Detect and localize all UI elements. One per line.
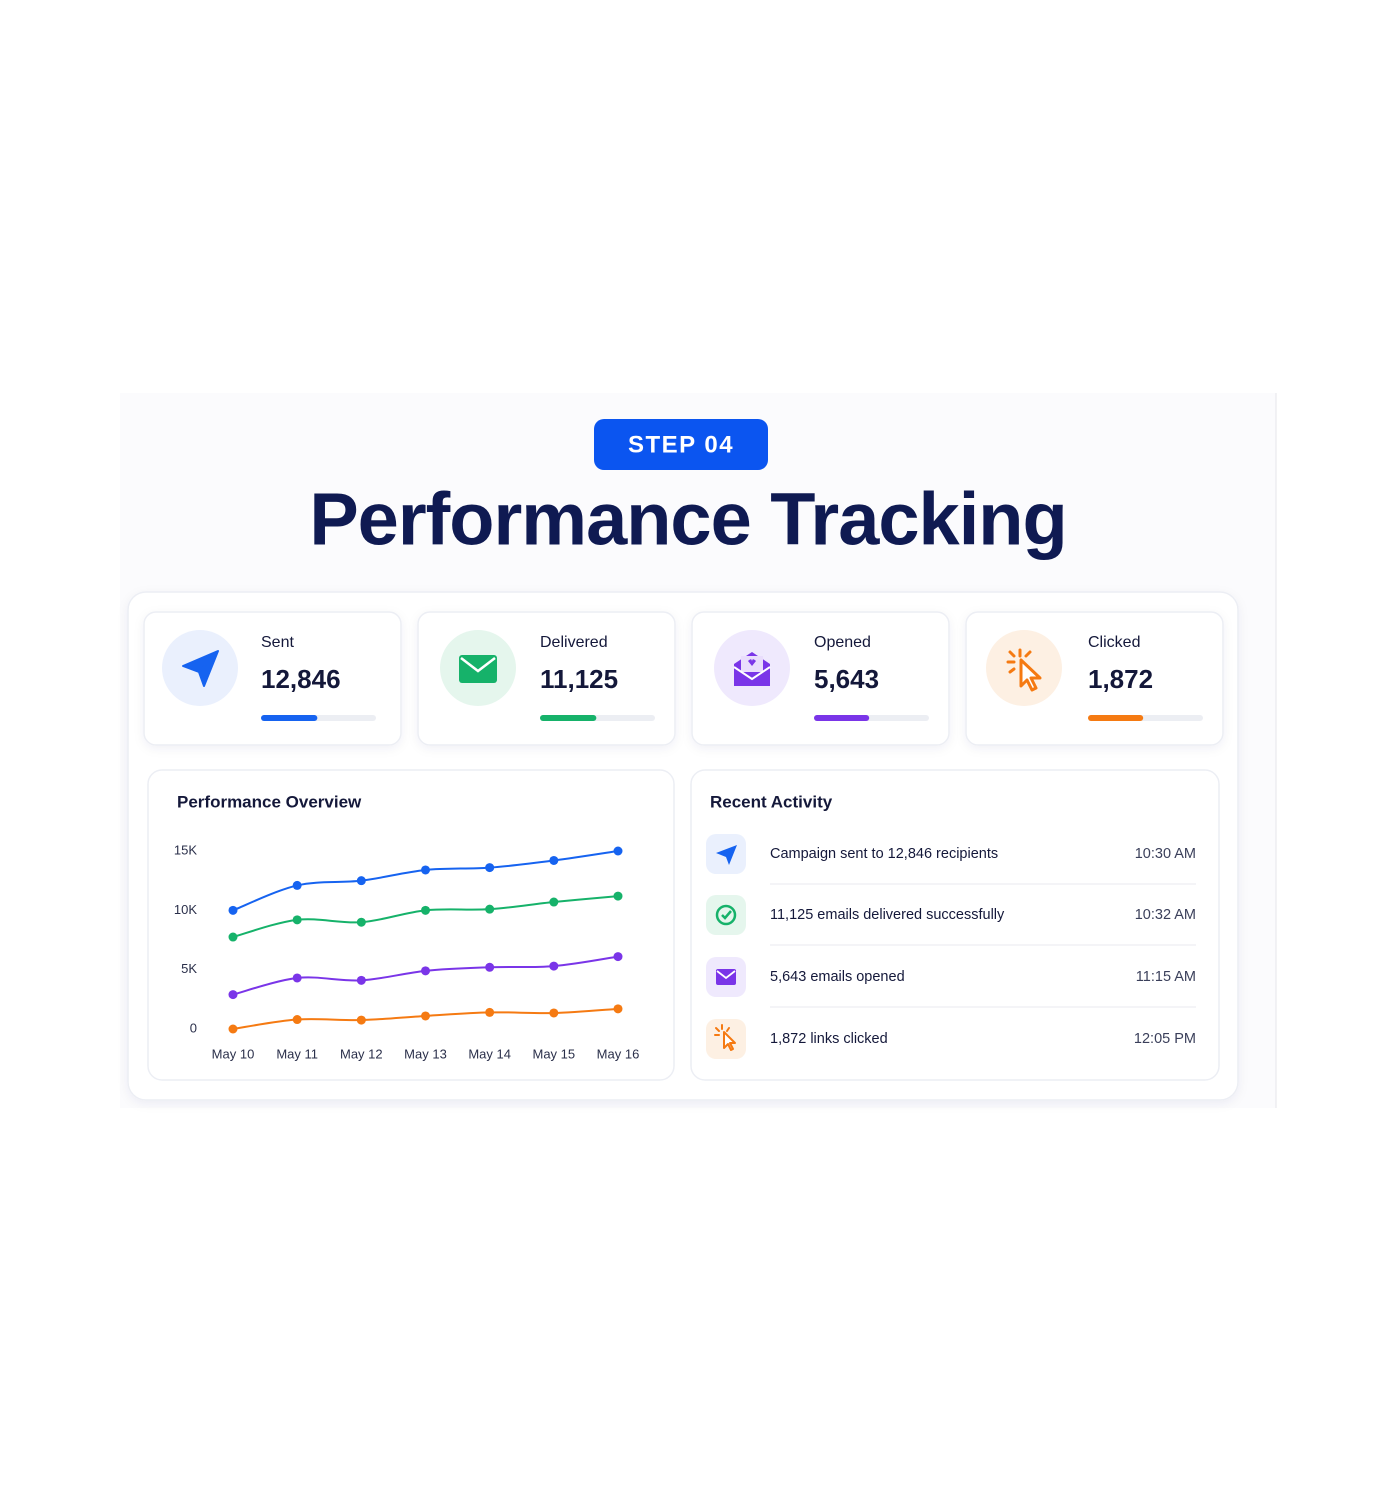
activity-time: 12:05 PM	[1134, 1031, 1196, 1047]
y-tick-label: 15K	[174, 842, 197, 857]
data-point	[356, 975, 366, 985]
data-point	[356, 917, 366, 927]
data-point	[549, 961, 559, 971]
data-point	[421, 1011, 430, 1021]
stat-value: 12,846	[261, 664, 341, 694]
activity-text: Campaign sent to 12,846 recipients	[770, 846, 998, 862]
stat-value: 1,872	[1088, 664, 1153, 694]
activity-text: 1,872 links clicked	[770, 1031, 888, 1047]
x-tick-label: May 13	[404, 1046, 447, 1061]
data-point	[613, 952, 623, 962]
x-tick-label: May 12	[340, 1046, 383, 1061]
stat-label: Clicked	[1088, 634, 1140, 651]
activity-icons	[706, 834, 746, 1059]
data-point	[356, 1015, 366, 1025]
data-point	[292, 1015, 302, 1025]
data-point	[549, 897, 559, 907]
x-tick-label: May 10	[212, 1046, 255, 1061]
activity-time: 11:15 AM	[1136, 969, 1196, 985]
stat-value: 11,125	[540, 664, 618, 694]
stat-value: 5,643	[814, 664, 879, 694]
progress-fill	[814, 715, 870, 721]
chart-title: Performance Overview	[177, 792, 362, 811]
data-point	[292, 915, 302, 925]
progress-fill	[261, 715, 318, 721]
data-point	[292, 973, 302, 983]
activity-title: Recent Activity	[710, 792, 833, 811]
chart-card	[147, 769, 675, 1081]
activity-time: 10:30 AM	[1135, 846, 1196, 862]
data-point	[421, 865, 430, 875]
data-point	[228, 932, 238, 942]
step-badge	[594, 419, 768, 470]
data-point	[485, 904, 495, 914]
y-tick-label: 10K	[174, 902, 197, 917]
data-point	[421, 966, 430, 976]
data-point	[485, 863, 495, 873]
progress-fill	[1088, 715, 1144, 721]
data-point	[485, 1007, 495, 1017]
stat-label: Delivered	[540, 634, 608, 651]
x-tick-label: May 16	[597, 1046, 640, 1061]
data-point	[228, 905, 238, 915]
x-tick-label: May 11	[276, 1046, 318, 1061]
icons	[162, 630, 1062, 706]
data-point	[292, 880, 302, 890]
activity-text: 5,643 emails opened	[770, 969, 905, 985]
data-point	[228, 1024, 238, 1034]
y-tick-label: 5K	[181, 961, 197, 976]
stat-label: Sent	[261, 634, 294, 651]
y-tick-label: 0	[190, 1020, 197, 1035]
step-text: STEP 04	[628, 431, 734, 458]
data-point	[485, 962, 495, 972]
page-title: Performance Tracking	[309, 478, 1066, 561]
progress-fill	[540, 715, 597, 721]
x-tick-label: May 15	[533, 1046, 576, 1061]
x-tick-label: May 14	[468, 1046, 511, 1061]
data-point	[356, 876, 366, 886]
data-point	[549, 855, 559, 865]
data-point	[228, 990, 238, 1000]
activity-card	[690, 769, 1220, 1081]
stat-label: Opened	[814, 634, 871, 651]
data-point	[613, 1004, 623, 1014]
data-point	[549, 1008, 559, 1018]
data-point	[613, 891, 623, 901]
data-point	[613, 846, 623, 856]
data-point	[421, 905, 430, 915]
activity-time: 10:32 AM	[1135, 907, 1196, 923]
activity-text: 11,125 emails delivered successfully	[770, 907, 1005, 923]
